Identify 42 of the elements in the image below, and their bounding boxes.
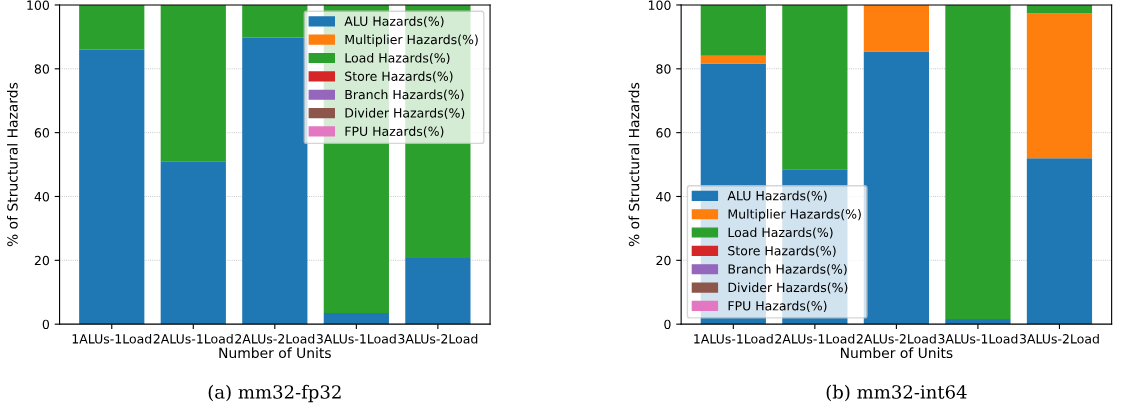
x-tick-label: 3ALUs-1Load bbox=[316, 333, 396, 344]
text: (b) mm32-int64 bbox=[826, 384, 967, 402]
y-axis-title: % of Structural Hazards bbox=[628, 82, 640, 247]
x-axis-title: Number of Units bbox=[840, 347, 953, 359]
legend-label: Multiplier Hazards(%) bbox=[728, 209, 861, 222]
y-tick-label: 100 bbox=[27, 0, 50, 10]
x-tick-label: 2ALUs-2Load bbox=[856, 333, 936, 344]
x-tick-label: 2ALUs-1Load bbox=[153, 333, 233, 344]
x-tick-label: 1ALUs-1Load bbox=[694, 333, 773, 344]
y-tick-label: 20 bbox=[656, 255, 671, 266]
y-tick-label: 0 bbox=[664, 319, 671, 330]
x-tick-label: 2ALUs-1Load bbox=[775, 333, 855, 344]
legend-label: Store Hazards(%) bbox=[728, 245, 836, 257]
x-tick-label: 3ALUs-1Load bbox=[938, 333, 1018, 344]
legend-label: Store Hazards(%) bbox=[345, 71, 453, 83]
legend-label: Divider Hazards(%) bbox=[345, 107, 465, 120]
y-tick-label: 20 bbox=[34, 255, 50, 266]
y-tick-label: 60 bbox=[656, 128, 671, 138]
y-tick-label: 40 bbox=[34, 191, 50, 202]
text: (a) mm32-fp32 bbox=[208, 384, 341, 403]
legend-label: Branch Hazards(%) bbox=[728, 264, 847, 276]
y-tick-label: 60 bbox=[34, 128, 50, 138]
legend-label: ALU Hazards(%) bbox=[727, 190, 827, 202]
y-axis-title: % of Structural Hazards bbox=[6, 82, 18, 247]
x-axis-title: Number of Units bbox=[219, 347, 331, 359]
y-tick-label: 80 bbox=[34, 64, 50, 74]
legend-label: Branch Hazards(%) bbox=[345, 89, 464, 101]
legend-label: FPU Hazards(%) bbox=[728, 300, 827, 312]
legend-label: Load Hazards(%) bbox=[345, 52, 450, 65]
y-tick-label: 0 bbox=[42, 319, 50, 330]
x-tick-label: 3ALUs-2Load bbox=[398, 333, 478, 344]
legend-label: Load Hazards(%) bbox=[728, 227, 833, 239]
legend-label: FPU Hazards(%) bbox=[345, 126, 444, 138]
x-tick-label: 2ALUs-2Load bbox=[235, 333, 315, 344]
x-tick-label: 1ALUs-1Load bbox=[72, 333, 152, 344]
y-tick-label: 80 bbox=[656, 64, 671, 74]
legend-label: Multiplier Hazards(%) bbox=[345, 34, 478, 47]
legend-label: Divider Hazards(%) bbox=[728, 282, 848, 294]
x-tick-label: 3ALUs-2Load bbox=[1019, 333, 1099, 344]
legend-label: ALU Hazards(%) bbox=[344, 16, 444, 28]
y-tick-label: 40 bbox=[656, 191, 671, 202]
y-tick-label: 100 bbox=[648, 0, 671, 10]
